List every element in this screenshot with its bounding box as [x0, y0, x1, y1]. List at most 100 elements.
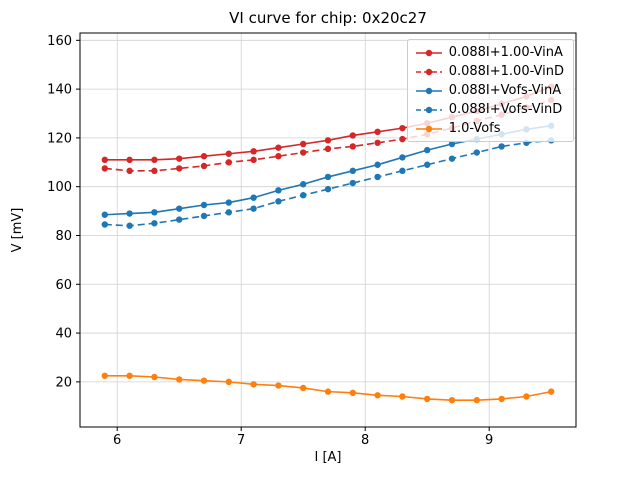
data-point	[374, 392, 381, 399]
y-tick-label: 20	[55, 375, 72, 390]
data-point	[374, 128, 381, 136]
y-tick-label: 140	[47, 83, 72, 98]
data-point	[349, 167, 356, 175]
data-point	[200, 377, 208, 384]
data-point	[250, 148, 257, 155]
data-point	[101, 372, 109, 379]
data-point	[523, 393, 530, 400]
plot-border	[79, 32, 577, 428]
x-tick-label: 8	[361, 433, 369, 448]
data-point	[126, 210, 133, 217]
data-point	[374, 161, 381, 168]
x-tick-label: 6	[113, 433, 121, 448]
y-tick-label: 120	[47, 131, 72, 146]
legend-label: 0.088I+Vofs-VinA	[448, 83, 562, 98]
data-point	[448, 155, 456, 162]
data-point	[176, 205, 183, 212]
data-point	[300, 181, 307, 188]
data-point	[399, 154, 406, 161]
data-point	[374, 139, 381, 146]
data-point	[275, 198, 282, 205]
data-point	[324, 137, 332, 144]
data-point	[151, 167, 158, 175]
legend-line-sample	[415, 106, 442, 113]
data-point	[424, 161, 431, 168]
data-point	[473, 396, 480, 404]
data-point	[101, 211, 109, 218]
chart-title: VI curve for chip: 0x20c27	[229, 9, 427, 27]
data-point	[300, 140, 307, 148]
legend-item: 0.088I+Vofs-VinD	[415, 100, 564, 119]
data-point	[324, 185, 332, 193]
data-point	[176, 165, 183, 172]
legend-item: 0.088I+1.00-VinD	[415, 62, 564, 81]
data-point	[126, 156, 133, 164]
data-point	[151, 373, 158, 381]
data-point	[498, 143, 505, 150]
data-point	[151, 156, 158, 164]
data-point	[498, 395, 505, 403]
data-point	[126, 167, 133, 175]
legend-label: 1.0-Vofs	[448, 121, 501, 136]
data-point	[101, 156, 109, 164]
data-point	[275, 153, 282, 160]
legend-item: 0.088I+1.00-VinA	[415, 43, 564, 62]
data-point	[424, 146, 431, 154]
data-point	[424, 395, 431, 403]
data-point	[399, 135, 406, 143]
legend-line-sample	[415, 68, 442, 75]
y-tick-label: 40	[55, 327, 72, 342]
data-point	[349, 132, 356, 139]
data-point	[200, 201, 208, 209]
data-point	[275, 144, 282, 151]
data-point	[448, 396, 456, 404]
data-point	[176, 216, 183, 223]
legend-line-sample	[415, 49, 442, 56]
data-point	[126, 372, 133, 379]
data-point	[349, 143, 356, 150]
data-point	[200, 212, 208, 220]
data-point	[200, 153, 208, 160]
series-line-3	[104, 139, 552, 227]
y-axis-label: V [mV]	[10, 208, 25, 253]
y-tick-label: 80	[55, 229, 72, 244]
x-tick-label: 9	[485, 433, 493, 448]
data-point	[101, 221, 109, 228]
data-point	[324, 145, 332, 153]
data-point	[399, 124, 406, 132]
data-point	[126, 222, 133, 229]
data-point	[349, 179, 356, 187]
data-point	[151, 220, 158, 227]
data-point	[101, 165, 109, 172]
data-point	[250, 194, 257, 201]
data-point	[225, 209, 232, 216]
legend-item: 0.088I+Vofs-VinA	[415, 81, 564, 100]
data-point	[399, 393, 406, 400]
legend-label: 0.088I+Vofs-VinD	[448, 102, 563, 117]
data-point	[250, 205, 257, 212]
data-point	[374, 173, 381, 181]
data-point	[225, 199, 232, 206]
data-point	[275, 382, 282, 389]
data-point	[250, 156, 257, 164]
data-point	[473, 149, 480, 156]
x-axis-label: I [A]	[314, 450, 341, 465]
data-point	[300, 149, 307, 156]
y-tick-label: 100	[47, 180, 72, 195]
data-point	[176, 155, 183, 162]
data-point	[225, 378, 232, 386]
data-point	[250, 381, 257, 388]
data-point	[300, 384, 307, 392]
data-point	[448, 140, 456, 148]
data-point	[176, 376, 183, 383]
data-point	[151, 209, 158, 216]
data-point	[324, 388, 332, 395]
data-point	[349, 389, 356, 397]
legend-label: 0.088I+1.00-VinD	[448, 64, 564, 79]
data-point	[225, 159, 232, 166]
data-point	[548, 388, 555, 395]
y-tick-label: 60	[55, 278, 72, 293]
legend: 0.088I+1.00-VinA 0.088I+1.00-VinD 0.088I+V…	[406, 39, 574, 142]
data-point	[225, 150, 232, 157]
